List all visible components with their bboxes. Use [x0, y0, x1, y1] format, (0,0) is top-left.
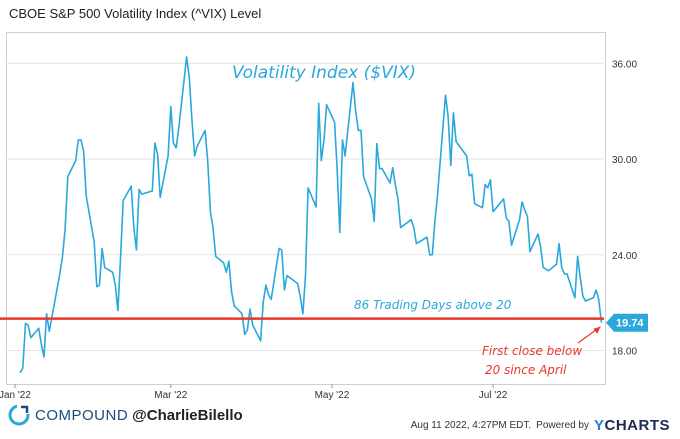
chart-title: CBOE S&P 500 Volatility Index (^VIX) Lev… — [9, 6, 262, 21]
x-tick-label: Jan '22 — [0, 390, 31, 401]
last-value-badge — [606, 313, 648, 332]
powered-by-label: Powered by — [536, 420, 589, 431]
annotation-first-close-line2: 20 since April — [485, 363, 567, 377]
author-handle: @CharlieBilello — [132, 406, 243, 424]
compound-logo-icon — [8, 404, 30, 426]
annotation-arrowhead — [593, 326, 601, 334]
y-tick-label: 18.00 — [612, 346, 637, 357]
y-tick-label: 24.00 — [612, 251, 637, 262]
brand-logo: COMPOUND @CharlieBilello — [8, 404, 243, 426]
plot-frame — [6, 32, 606, 385]
brand-name: COMPOUND — [35, 406, 129, 424]
y-tick-label: 36.00 — [612, 59, 637, 70]
series-line-vix — [19, 56, 603, 374]
timestamp: Aug 11 2022, 4:27PM EDT. — [410, 420, 532, 431]
chart-overlay-title: Volatility Index ($VIX) — [232, 63, 416, 83]
footer-credits: Aug 11 2022, 4:27PM EDT. Powered by YCHA… — [411, 417, 670, 434]
annotation-first-close-line1: First close below — [482, 344, 582, 358]
x-tick-label: Mar '22 — [154, 390, 187, 401]
ycharts-logo: YCHARTS — [593, 417, 670, 434]
last-value-label: 19.74 — [616, 318, 644, 330]
annotation-above-count: 86 Trading Days above 20 — [354, 298, 512, 312]
y-tick-label: 30.00 — [612, 155, 637, 166]
x-tick-label: Jul '22 — [479, 390, 508, 401]
x-tick-label: May '22 — [315, 390, 350, 401]
